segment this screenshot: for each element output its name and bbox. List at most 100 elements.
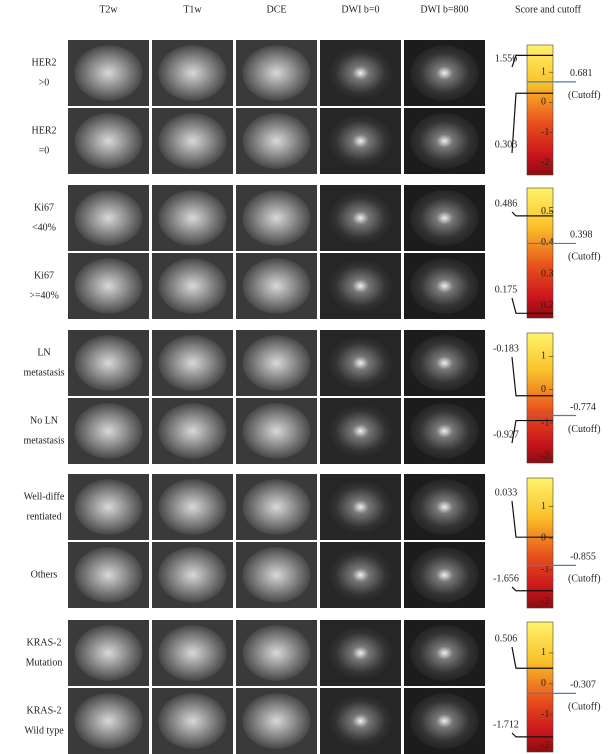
mri-image-detail bbox=[326, 45, 395, 101]
mri-image-detail bbox=[158, 258, 227, 314]
colorbar bbox=[526, 332, 554, 464]
mri-image-detail bbox=[242, 335, 311, 391]
colorbar-tick-label: 0.2 bbox=[541, 300, 554, 311]
column-header: DCE bbox=[267, 4, 287, 15]
mri-image-detail bbox=[410, 625, 479, 681]
mri-image-detail bbox=[326, 190, 395, 246]
score-marker bbox=[511, 211, 553, 217]
colorbar-tick-label: 1 bbox=[541, 647, 546, 658]
cutoff-value: -0.855 bbox=[570, 552, 596, 563]
mri-image-detail bbox=[242, 479, 311, 535]
mri-image-detail bbox=[242, 190, 311, 246]
row-label: =0 bbox=[39, 145, 50, 156]
cutoff-value: -0.774 bbox=[570, 402, 596, 413]
colorbar-tick-label: -2 bbox=[541, 740, 549, 751]
mri-image-detail bbox=[158, 693, 227, 749]
mri-image-detail bbox=[242, 113, 311, 169]
mri-image-detail bbox=[410, 547, 479, 603]
mri-image-detail bbox=[242, 403, 311, 459]
mri-image-detail bbox=[74, 45, 143, 101]
cutoff-label: (Cutoff) bbox=[568, 90, 601, 101]
mri-image-detail bbox=[326, 403, 395, 459]
mri-image-detail bbox=[410, 258, 479, 314]
colorbar-tick-label: -1 bbox=[541, 564, 549, 575]
colorbar-tick-label: 1 bbox=[541, 501, 546, 512]
row-label: KRAS-2 bbox=[26, 637, 61, 648]
mri-image-detail bbox=[242, 693, 311, 749]
colorbar bbox=[526, 44, 554, 176]
row-label: rentiated bbox=[27, 511, 62, 522]
column-header: T2w bbox=[99, 4, 118, 15]
colorbar-tick-label: 0.4 bbox=[541, 237, 554, 248]
mri-image-detail bbox=[74, 479, 143, 535]
mri-image-detail bbox=[410, 190, 479, 246]
row-label: KRAS-2 bbox=[26, 705, 61, 716]
score-marker bbox=[511, 586, 553, 592]
row-label: Others bbox=[31, 569, 58, 580]
mri-image-detail bbox=[74, 403, 143, 459]
score-label: 0.033 bbox=[495, 487, 518, 498]
mri-image-detail bbox=[410, 45, 479, 101]
row-label: Ki67 bbox=[34, 202, 54, 213]
row-label: Wild type bbox=[24, 725, 64, 736]
mri-image-detail bbox=[410, 335, 479, 391]
mri-image-detail bbox=[326, 335, 395, 391]
mri-image-detail bbox=[242, 547, 311, 603]
row-label: >0 bbox=[39, 77, 50, 88]
mri-image-detail bbox=[410, 479, 479, 535]
mri-image-detail bbox=[74, 547, 143, 603]
mri-image-detail bbox=[74, 335, 143, 391]
score-marker bbox=[511, 356, 553, 397]
row-label: HER2 bbox=[32, 125, 57, 136]
row-label: >=40% bbox=[29, 290, 59, 301]
row-label: Well-diffe bbox=[24, 491, 65, 502]
row-label: No LN bbox=[30, 415, 58, 426]
colorbar-tick-label: 0.3 bbox=[541, 268, 554, 279]
colorbar bbox=[526, 187, 554, 319]
row-label: Mutation bbox=[26, 657, 63, 668]
mri-image-detail bbox=[158, 335, 227, 391]
mri-image-detail bbox=[326, 479, 395, 535]
mri-image-detail bbox=[326, 625, 395, 681]
cutoff-label: (Cutoff) bbox=[568, 252, 601, 263]
mri-image-detail bbox=[158, 45, 227, 101]
cutoff-label: (Cutoff) bbox=[568, 702, 601, 713]
colorbar-tick-label: 0 bbox=[541, 533, 546, 544]
mri-image-detail bbox=[242, 625, 311, 681]
mri-image-detail bbox=[242, 258, 311, 314]
score-label: 0.486 bbox=[495, 198, 518, 209]
row-label: LN bbox=[37, 347, 50, 358]
colorbar-tick-label: -1 bbox=[541, 417, 549, 428]
score-label: -0.183 bbox=[493, 343, 519, 354]
colorbar-tick-label: 1 bbox=[541, 67, 546, 78]
mri-image-detail bbox=[74, 113, 143, 169]
mri-image-detail bbox=[158, 479, 227, 535]
colorbar-tick-label: 0 bbox=[541, 97, 546, 108]
cutoff-label: (Cutoff) bbox=[568, 574, 601, 585]
colorbar-tick-label: -1 bbox=[541, 709, 549, 720]
colorbar-tick-label: -2 bbox=[541, 451, 549, 462]
colorbar-tick-label: -1 bbox=[541, 127, 549, 138]
column-header: DWI b=800 bbox=[420, 4, 468, 15]
cutoff-value: -0.307 bbox=[570, 680, 596, 691]
mri-image-detail bbox=[326, 547, 395, 603]
row-label: metastasis bbox=[23, 367, 64, 378]
mri-image-detail bbox=[74, 190, 143, 246]
cutoff-value: 0.398 bbox=[570, 230, 593, 241]
row-label: metastasis bbox=[23, 435, 64, 446]
column-header: T1w bbox=[183, 4, 202, 15]
mri-image-detail bbox=[158, 403, 227, 459]
mri-image-detail bbox=[242, 45, 311, 101]
colorbar-tick-label: 1 bbox=[541, 351, 546, 362]
score-marker bbox=[511, 92, 553, 154]
row-label: HER2 bbox=[32, 57, 57, 68]
score-label: -1.656 bbox=[493, 573, 519, 584]
row-label: Ki67 bbox=[34, 270, 54, 281]
score-label: 1.556 bbox=[495, 53, 518, 64]
score-label: 0.303 bbox=[495, 139, 518, 150]
score-label: 0.175 bbox=[495, 284, 518, 295]
cutoff-value: 0.681 bbox=[570, 68, 593, 79]
mri-image-detail bbox=[410, 113, 479, 169]
score-marker bbox=[511, 732, 553, 738]
